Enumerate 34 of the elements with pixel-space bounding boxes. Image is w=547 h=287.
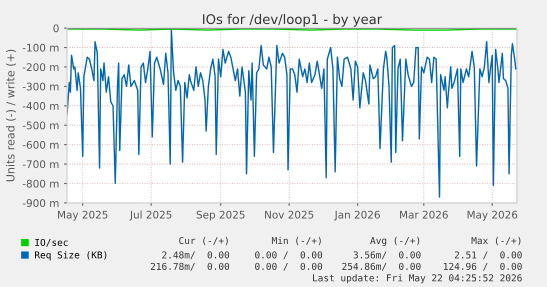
- y-tick-label: -100 m: [22, 44, 58, 52]
- x-tick-label: May 2025: [58, 210, 108, 221]
- text: 0.00 / 0.00: [255, 262, 322, 271]
- x-tick-label: Sep 2025: [196, 210, 245, 221]
- y-tick-label: -400 m: [22, 102, 58, 110]
- y-tick-label: -300 m: [22, 82, 58, 90]
- text: Max (-/+): [472, 236, 520, 246]
- y-tick-label: -700 m: [22, 160, 58, 168]
- y-tick-label: -800 m: [22, 180, 58, 188]
- x-tick-label: May 2026: [468, 210, 518, 221]
- text: 0.00 / 0.00: [255, 251, 322, 260]
- text: 254.86m/ 0.00: [342, 262, 421, 271]
- y-tick-label: -600 m: [22, 140, 58, 149]
- x-tick-label: Jan 2026: [334, 210, 380, 221]
- x-tick-label: Jul 2025: [129, 210, 172, 221]
- y-axis-title: Units read (-) / write (+): [6, 50, 16, 182]
- legend-label: IO/sec: [35, 238, 68, 247]
- y-tick-label: 0: [53, 24, 59, 32]
- text: 124.96 / 0.00: [444, 262, 522, 271]
- text: 2.51 / 0.00: [454, 251, 522, 260]
- x-tick-label: Mar 2026: [400, 210, 448, 219]
- legend-label: Req Size (KB): [35, 251, 106, 260]
- text: 3.56m/ 0.00: [354, 251, 421, 260]
- text: Avg (-/+): [370, 236, 420, 246]
- text: 2.48m/ 0.00: [162, 251, 230, 260]
- y-tick-label: -900 m: [22, 199, 58, 208]
- x-tick-label: Nov 2025: [265, 210, 314, 219]
- text: Cur (-/+): [179, 236, 228, 246]
- text: Min (-/+): [272, 236, 321, 246]
- y-tick-label: -500 m: [22, 121, 58, 130]
- y-tick-label: -200 m: [22, 63, 58, 72]
- text: 216.78m/ 0.00: [150, 262, 230, 271]
- chart-title: IOs for /dev/loop1 - by year: [203, 14, 382, 27]
- text: Last update: Fri May 22 04:25:52 2026: [313, 274, 522, 284]
